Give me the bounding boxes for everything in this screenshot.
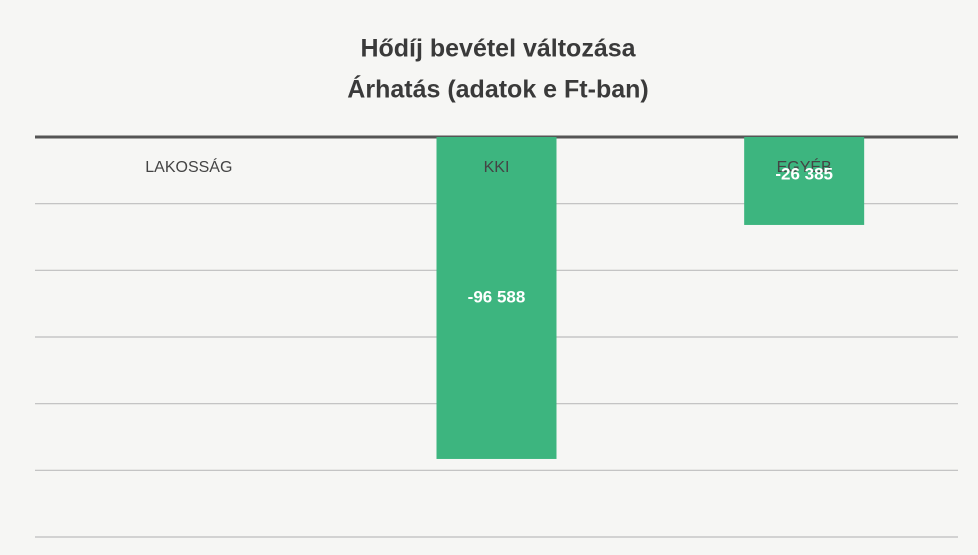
chart-title-line-1: Hődíj bevétel változása — [360, 35, 636, 63]
value-label: -96 588 — [468, 287, 526, 306]
category-label: LAKOSSÁG — [145, 157, 232, 176]
value-label: -26 385 — [775, 164, 833, 183]
chart-title-line-2: Árhatás (adatok e Ft-ban) — [347, 75, 648, 104]
bar — [744, 137, 865, 225]
category-label: EGYÉB — [777, 157, 832, 176]
category-label: KKI — [484, 159, 510, 176]
bar — [436, 137, 557, 459]
